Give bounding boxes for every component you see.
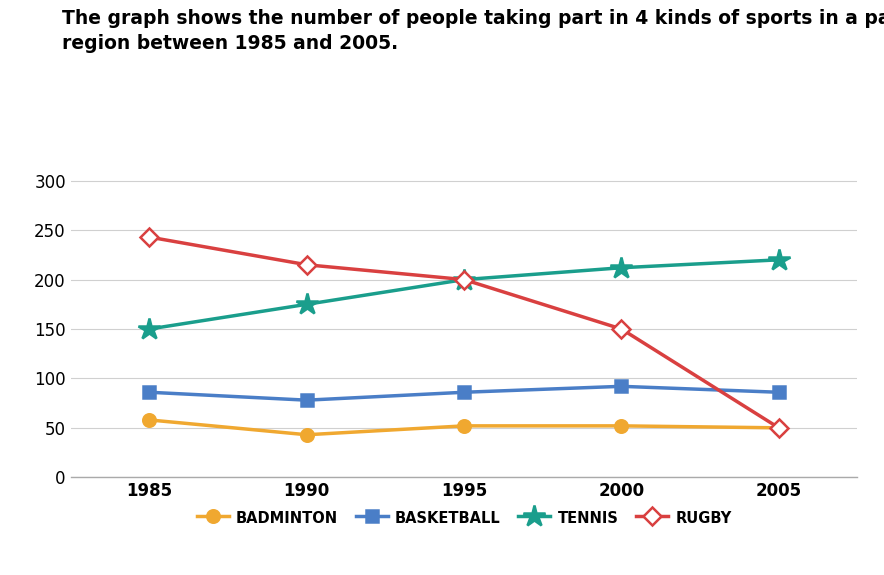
BADMINTON (144, 416, 155, 423)
BASKETBALL (774, 389, 784, 396)
BASKETBALL (616, 383, 627, 390)
RUGBY (301, 261, 312, 268)
TENNIS (616, 264, 627, 271)
RUGBY (774, 424, 784, 431)
TENNIS (144, 325, 155, 332)
Line: BASKETBALL: BASKETBALL (143, 380, 785, 407)
BASKETBALL (144, 389, 155, 396)
TENNIS (774, 256, 784, 263)
BASKETBALL (301, 397, 312, 404)
TENNIS (301, 301, 312, 308)
RUGBY (144, 233, 155, 240)
BADMINTON (459, 423, 469, 430)
Legend: BADMINTON, BASKETBALL, TENNIS, RUGBY: BADMINTON, BASKETBALL, TENNIS, RUGBY (191, 504, 737, 533)
RUGBY (459, 276, 469, 283)
RUGBY (616, 325, 627, 332)
BADMINTON (301, 431, 312, 438)
Text: The graph shows the number of people taking part in 4 kinds of sports in a parti: The graph shows the number of people tak… (62, 9, 884, 53)
BASKETBALL (459, 389, 469, 396)
Line: BADMINTON: BADMINTON (143, 413, 785, 441)
BADMINTON (616, 423, 627, 430)
TENNIS (459, 276, 469, 283)
Line: RUGBY: RUGBY (143, 231, 785, 434)
BADMINTON (774, 424, 784, 431)
Line: TENNIS: TENNIS (138, 249, 790, 340)
